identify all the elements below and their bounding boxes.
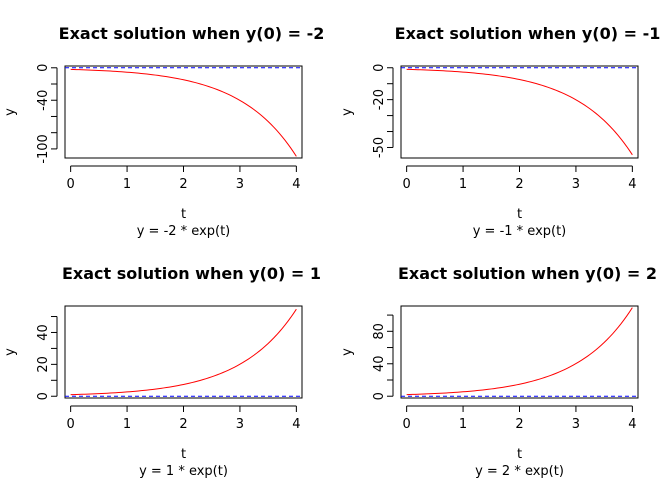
x-tick-label: 1	[459, 417, 467, 432]
x-tick-label: 4	[628, 177, 636, 192]
y-tick-label: 0	[372, 64, 387, 72]
x-tick-label: 2	[515, 177, 523, 192]
y-tick-label: 0	[372, 392, 387, 400]
x-tick-label: 0	[403, 417, 411, 432]
plot-frame	[400, 65, 639, 159]
solution-curve	[406, 68, 633, 156]
chart-title: Exact solution when y(0) = -2	[59, 24, 325, 43]
plot-frame	[64, 305, 303, 399]
x-axis-label: t	[517, 447, 522, 462]
y-tick-label: 0	[36, 64, 51, 72]
y-tick-label: -100	[36, 134, 51, 164]
chart-panel-1: Exact solution when y(0) = -2 0 1 2 3 4 0 -40 -1…	[3, 24, 324, 239]
x-axis-label: t	[181, 447, 186, 462]
y-tick-label: -20	[372, 89, 387, 110]
y-axis-label: y	[3, 108, 18, 116]
chart-subtitle: y = 2 * exp(t)	[475, 464, 564, 479]
plot-frame	[64, 65, 303, 159]
chart-panel-4: Exact solution when y(0) = 20 1 2 3 404080ty…	[340, 264, 657, 479]
y-tick-label: 40	[372, 355, 387, 372]
x-tick-label: 4	[628, 417, 636, 432]
x-tick-label: 0	[67, 417, 75, 432]
solution-curve	[70, 308, 297, 396]
x-tick-label: 3	[236, 417, 244, 432]
x-tick-label: 1	[123, 417, 131, 432]
x-tick-label: 4	[292, 177, 300, 192]
x-tick-label: 0	[403, 177, 411, 192]
x-tick-label: 2	[179, 177, 187, 192]
y-tick-label: 40	[36, 324, 51, 341]
x-tick-label: 4	[292, 417, 300, 432]
chart-panel-2: Exact solution when y(0) = -1 0 1 2 3 4 0 -20 -5…	[340, 24, 660, 239]
y-tick-label: -50	[372, 137, 387, 158]
x-axis-label: t	[517, 207, 522, 222]
plot-frame	[400, 305, 639, 399]
solution-curve	[406, 307, 633, 396]
x-tick-label: 3	[236, 177, 244, 192]
x-tick-label: 2	[179, 417, 187, 432]
chart-title: Exact solution when y(0) = 2	[398, 264, 657, 283]
x-tick-label: 3	[572, 177, 580, 192]
y-axis-label: y	[340, 348, 355, 356]
x-axis-label: t	[181, 207, 186, 222]
y-axis-label: y	[3, 348, 18, 356]
x-tick-label: 0	[67, 177, 75, 192]
y-axis-label: y	[340, 108, 355, 116]
chart-subtitle: y = -2 * exp(t)	[137, 224, 231, 239]
x-tick-label: 3	[572, 417, 580, 432]
chart-title: Exact solution when y(0) = -1	[395, 24, 661, 43]
y-tick-label: -40	[36, 90, 51, 111]
y-tick-label: 0	[36, 392, 51, 400]
x-tick-label: 1	[459, 177, 467, 192]
x-tick-label: 1	[123, 177, 131, 192]
chart-subtitle: y = -1 * exp(t)	[473, 224, 567, 239]
chart-panel-3: Exact solution when y(0) = 10 1 2 3 402040ty…	[3, 264, 321, 479]
chart-title: Exact solution when y(0) = 1	[62, 264, 321, 283]
y-tick-label: 20	[36, 356, 51, 373]
chart-subtitle: y = 1 * exp(t)	[139, 464, 228, 479]
y-tick-label: 80	[372, 323, 387, 340]
solution-curve	[70, 68, 297, 157]
x-tick-label: 2	[515, 417, 523, 432]
